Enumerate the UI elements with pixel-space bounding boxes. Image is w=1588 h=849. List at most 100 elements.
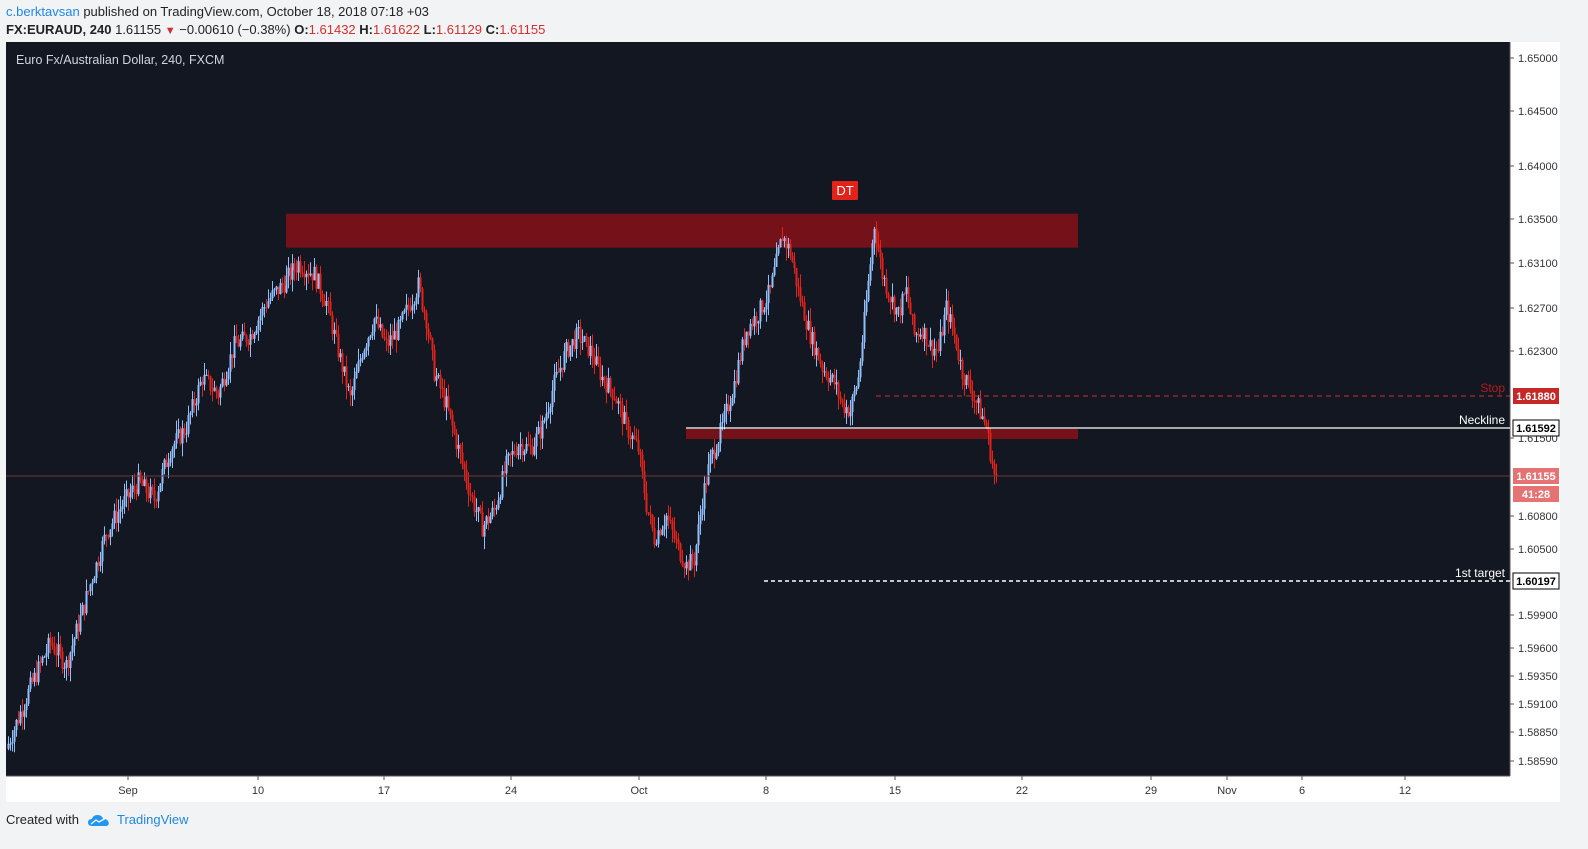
candle-body	[757, 321, 760, 324]
neckline-zone[interactable]	[686, 429, 1078, 439]
candle-body	[191, 399, 194, 413]
candle-body	[645, 493, 648, 513]
candle-body	[667, 515, 670, 520]
candle-body	[451, 414, 454, 426]
plot-area[interactable]	[6, 42, 1510, 802]
candle-body	[647, 512, 650, 514]
candle-body	[381, 324, 384, 337]
candle-body	[473, 496, 476, 512]
candle-body	[671, 520, 674, 530]
candle-body	[913, 314, 916, 335]
candle-body	[813, 331, 816, 356]
candle-body	[187, 415, 190, 434]
candle-body	[797, 286, 800, 288]
candle-body	[827, 377, 830, 383]
candle-body	[727, 403, 730, 412]
candle-body	[593, 358, 596, 365]
candle-body	[749, 323, 752, 336]
candle-body	[345, 366, 348, 387]
resistance-zone[interactable]	[286, 213, 1078, 248]
candle-body	[615, 398, 618, 404]
candle-body	[159, 483, 162, 492]
candle-body	[343, 366, 346, 372]
target-price-badge: 1.60197	[1516, 576, 1556, 588]
tradingview-link[interactable]: TradingView	[87, 812, 189, 827]
candle-body	[779, 239, 782, 248]
candle-body	[815, 347, 818, 356]
candle-body	[57, 644, 60, 656]
candle-body	[61, 651, 64, 669]
candle-body	[111, 523, 114, 530]
candle-body	[423, 309, 426, 313]
y-tick-label: 1.64500	[1518, 106, 1558, 118]
open-label: O:	[294, 22, 309, 37]
candle-body	[71, 645, 74, 653]
candle-body	[447, 396, 450, 409]
candle-body	[267, 301, 270, 308]
candle-body	[15, 719, 18, 731]
candle-body	[325, 301, 328, 306]
candle-body	[95, 562, 98, 579]
target-price-badge-box	[1512, 572, 1560, 590]
time-axis[interactable]	[6, 776, 1510, 802]
candle-body	[317, 273, 320, 289]
candle-body	[169, 458, 172, 463]
publish-line: c.berktavsan published on TradingView.co…	[6, 4, 429, 19]
candle-body	[703, 483, 706, 509]
candle-body	[861, 342, 864, 362]
candle-body	[953, 327, 956, 335]
candle-body	[557, 371, 560, 373]
candle-body	[403, 310, 406, 313]
candle-body	[879, 250, 882, 258]
candle-body	[153, 490, 156, 501]
candle-body	[811, 331, 814, 345]
candle-body	[415, 297, 418, 305]
dt-marker-box[interactable]	[832, 181, 858, 200]
candle-body	[291, 263, 294, 280]
candle-body	[533, 446, 536, 455]
candle-body	[539, 426, 542, 439]
candle-body	[405, 304, 408, 311]
candle-body	[233, 336, 236, 359]
candle-body	[877, 244, 880, 251]
candle-body	[315, 266, 318, 289]
candle-body	[561, 367, 564, 370]
candle-body	[37, 661, 40, 683]
candle-body	[601, 376, 604, 381]
candle-body	[31, 677, 34, 682]
candle-body	[311, 273, 314, 281]
candle-body	[355, 371, 358, 379]
candle-body	[237, 342, 240, 347]
neckline-price-badge-box	[1512, 419, 1560, 437]
candle-body	[925, 327, 928, 347]
candle-body	[375, 316, 378, 319]
candle-body	[961, 359, 964, 380]
candle-body	[731, 397, 734, 406]
candle-body	[79, 615, 82, 632]
candle-body	[929, 340, 932, 347]
price-chart[interactable]: Stop Neckline 1st target DT 1.65000 1.64500 1…	[6, 42, 1560, 802]
candle-body	[675, 538, 678, 540]
candle-body	[943, 314, 946, 336]
candle-body	[513, 450, 516, 454]
symbol-label: FX:EURAUD, 240	[6, 22, 112, 37]
candle-body	[629, 437, 632, 440]
candle-body	[739, 360, 742, 362]
candle-body	[7, 743, 10, 749]
candle-body	[751, 323, 754, 327]
candle-body	[633, 435, 636, 439]
candle-body	[713, 449, 716, 459]
candle-body	[289, 267, 292, 280]
candle-body	[579, 326, 582, 343]
candle-body	[389, 335, 392, 346]
x-tick-label: 6	[1299, 785, 1305, 797]
author-link[interactable]: c.berktavsan	[6, 4, 80, 19]
candle-body	[113, 510, 116, 524]
candle-body	[585, 336, 588, 338]
y-tick-label: 1.63500	[1518, 214, 1558, 226]
symbol-line: FX:EURAUD, 240 1.61155 ▼ −0.00610 (−0.38…	[6, 22, 545, 37]
candle-body	[121, 506, 124, 510]
candle-body	[699, 514, 702, 525]
candle-body	[185, 433, 188, 435]
candle-body	[505, 455, 508, 474]
